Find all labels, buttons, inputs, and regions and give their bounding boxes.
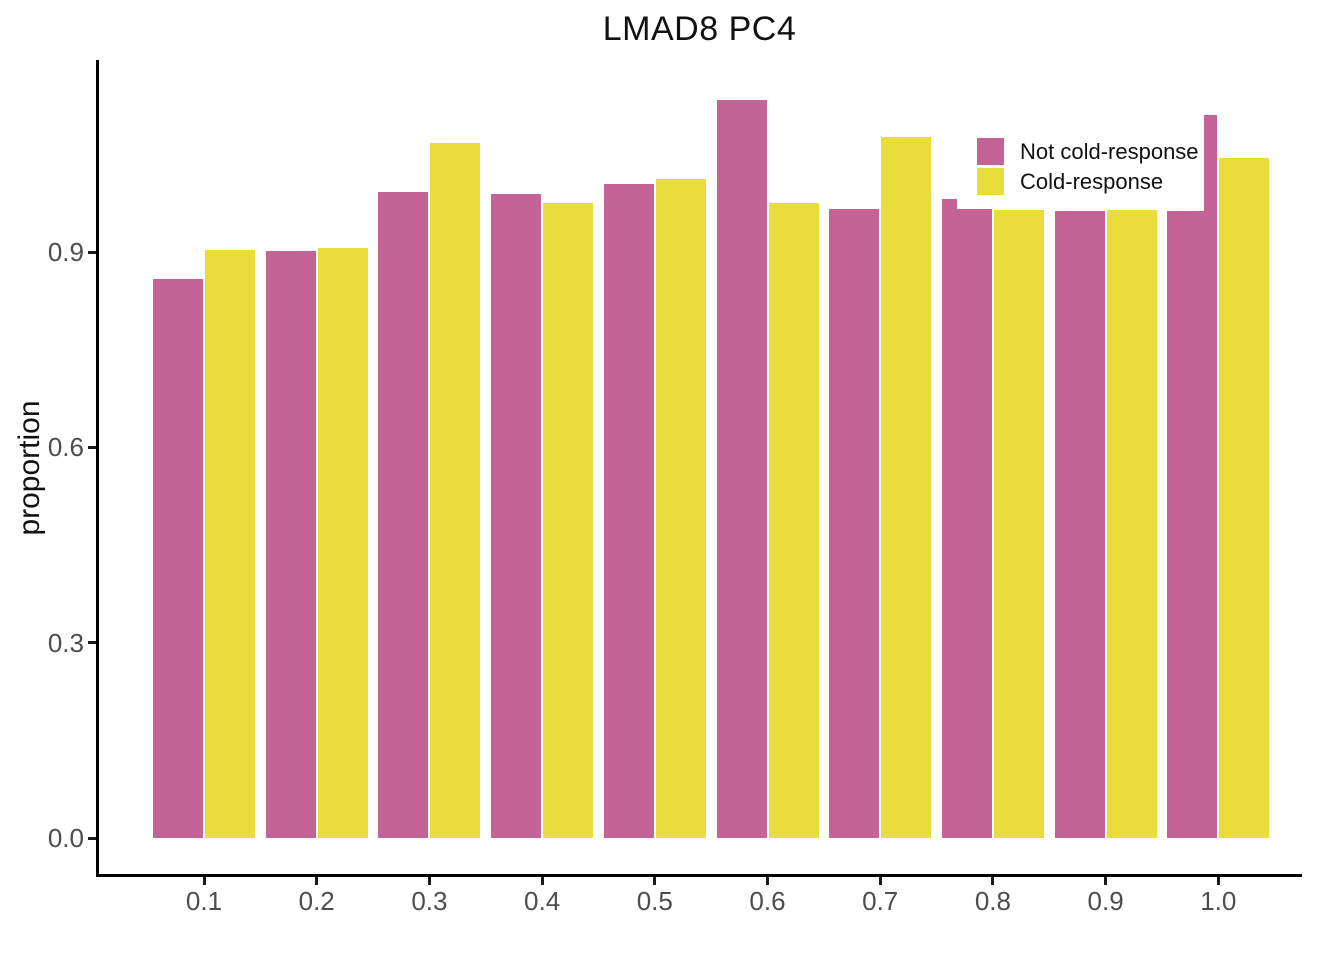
y-tick-label-0.3: 0.3 bbox=[47, 627, 84, 658]
y-tick-label-0.9: 0.9 bbox=[47, 237, 84, 268]
legend-label-not-cold-response: Not cold-response bbox=[1020, 139, 1199, 164]
x-tick-0.9 bbox=[1104, 877, 1108, 885]
bar-not-cold-response-0.9 bbox=[1054, 211, 1105, 838]
legend-swatch-cold-response bbox=[977, 168, 1004, 195]
bar-not-cold-response-0.1 bbox=[153, 279, 203, 838]
y-axis-line bbox=[96, 60, 99, 877]
bar-not-cold-response-0.4 bbox=[491, 193, 542, 838]
y-tick-0.6 bbox=[88, 445, 96, 449]
x-tick-label-1.0: 1.0 bbox=[1200, 886, 1237, 916]
bar-overlay-0.8 bbox=[941, 199, 957, 838]
x-tick-0.2 bbox=[315, 877, 319, 885]
bar-cold-response-1.0 bbox=[1219, 158, 1270, 838]
bar-cold-response-0.5 bbox=[655, 179, 706, 838]
chart-title: LMAD8 PC4 bbox=[602, 10, 797, 48]
y-tick-label-0.6: 0.6 bbox=[47, 432, 84, 463]
y-tick-0.0 bbox=[88, 836, 96, 840]
bar-not-cold-response-0.5 bbox=[603, 184, 654, 838]
legend-label-cold-response: Cold-response bbox=[1020, 169, 1164, 194]
x-axis-line bbox=[96, 874, 1302, 877]
x-tick-0.8 bbox=[991, 877, 995, 885]
x-tick-label-0.4: 0.4 bbox=[524, 886, 561, 916]
bar-cold-response-0.9 bbox=[1106, 209, 1157, 838]
bar-cold-response-0.6 bbox=[768, 203, 819, 838]
bar-not-cold-response-0.6 bbox=[716, 100, 767, 838]
x-tick-0.4 bbox=[540, 877, 544, 885]
x-tick-0.1 bbox=[202, 877, 206, 885]
y-tick-label-0.0: 0.0 bbox=[47, 823, 84, 853]
x-tick-label-0.5: 0.5 bbox=[636, 886, 673, 916]
x-tick-0.5 bbox=[653, 877, 657, 885]
bar-overlay-1.0 bbox=[1204, 114, 1218, 838]
x-tick-0.6 bbox=[766, 877, 769, 885]
x-tick-1.0 bbox=[1216, 877, 1220, 885]
x-tick-label-0.2: 0.2 bbox=[298, 886, 335, 916]
bar-not-cold-response-0.3 bbox=[378, 192, 429, 838]
legend-swatch-not-cold-response bbox=[977, 138, 1004, 165]
bar-cold-response-0.2 bbox=[317, 247, 368, 838]
x-tick-label-0.6: 0.6 bbox=[749, 886, 786, 916]
x-tick-0.3 bbox=[427, 877, 431, 885]
bar-not-cold-response-0.2 bbox=[265, 251, 316, 838]
x-tick-label-0.3: 0.3 bbox=[411, 886, 448, 916]
bar-cold-response-0.7 bbox=[881, 136, 932, 838]
bar-cold-response-0.1 bbox=[205, 250, 255, 838]
bar-cold-response-0.4 bbox=[543, 203, 594, 838]
x-tick-label-0.8: 0.8 bbox=[974, 886, 1011, 916]
y-axis-title: proportion bbox=[13, 400, 46, 536]
bar-cold-response-0.8 bbox=[993, 210, 1044, 838]
y-tick-0.3 bbox=[88, 641, 96, 645]
x-tick-label-0.1: 0.1 bbox=[185, 886, 223, 916]
bar-cold-response-0.3 bbox=[430, 142, 481, 838]
x-tick-label-0.9: 0.9 bbox=[1087, 886, 1124, 916]
y-tick-0.9 bbox=[88, 250, 96, 254]
x-tick-0.7 bbox=[878, 877, 882, 885]
x-tick-label-0.7: 0.7 bbox=[862, 886, 899, 916]
bar-not-cold-response-0.7 bbox=[829, 209, 880, 838]
